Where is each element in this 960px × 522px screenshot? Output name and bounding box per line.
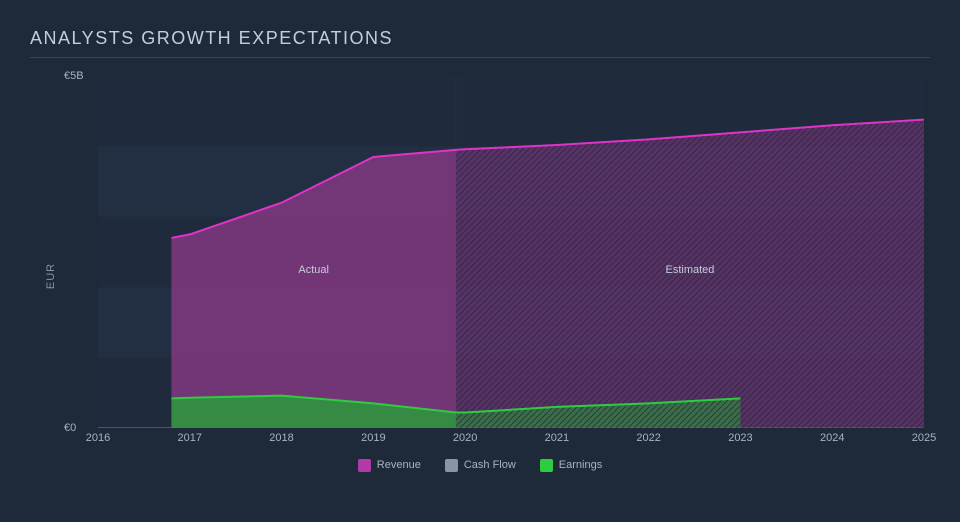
x-tick: 2025 [912, 432, 936, 444]
legend-item-earnings[interactable]: Earnings [540, 459, 602, 472]
legend-label-revenue: Revenue [377, 459, 421, 471]
legend-swatch-earnings [540, 459, 553, 472]
legend-label-earnings: Earnings [559, 459, 602, 471]
chart-area: EUR Actual Estimated €0€5B 2016201720182… [30, 76, 930, 476]
x-tick: 2022 [636, 432, 660, 444]
x-tick: 2018 [269, 432, 293, 444]
x-tick: 2016 [86, 432, 110, 444]
x-tick: 2019 [361, 432, 385, 444]
plot-area: Actual Estimated [98, 76, 924, 428]
legend-item-revenue[interactable]: Revenue [358, 459, 421, 472]
x-tick: 2020 [453, 432, 477, 444]
y-tick: €5B [64, 70, 84, 82]
y-tick: €0 [64, 422, 76, 434]
legend-swatch-revenue [358, 459, 371, 472]
x-axis: 2016201720182019202020212022202320242025 [98, 432, 924, 450]
x-tick: 2024 [820, 432, 844, 444]
chart-container: ANALYSTS GROWTH EXPECTATIONS EUR Actual … [0, 0, 960, 522]
legend-swatch-cashflow [445, 459, 458, 472]
x-tick: 2023 [728, 432, 752, 444]
plot-svg [98, 76, 924, 428]
x-tick: 2021 [545, 432, 569, 444]
legend: Revenue Cash Flow Earnings [30, 454, 930, 476]
legend-item-cashflow[interactable]: Cash Flow [445, 459, 516, 472]
legend-label-cashflow: Cash Flow [464, 459, 516, 471]
y-axis-label: EUR [45, 263, 57, 289]
x-tick: 2017 [178, 432, 202, 444]
chart-title: ANALYSTS GROWTH EXPECTATIONS [30, 28, 930, 58]
